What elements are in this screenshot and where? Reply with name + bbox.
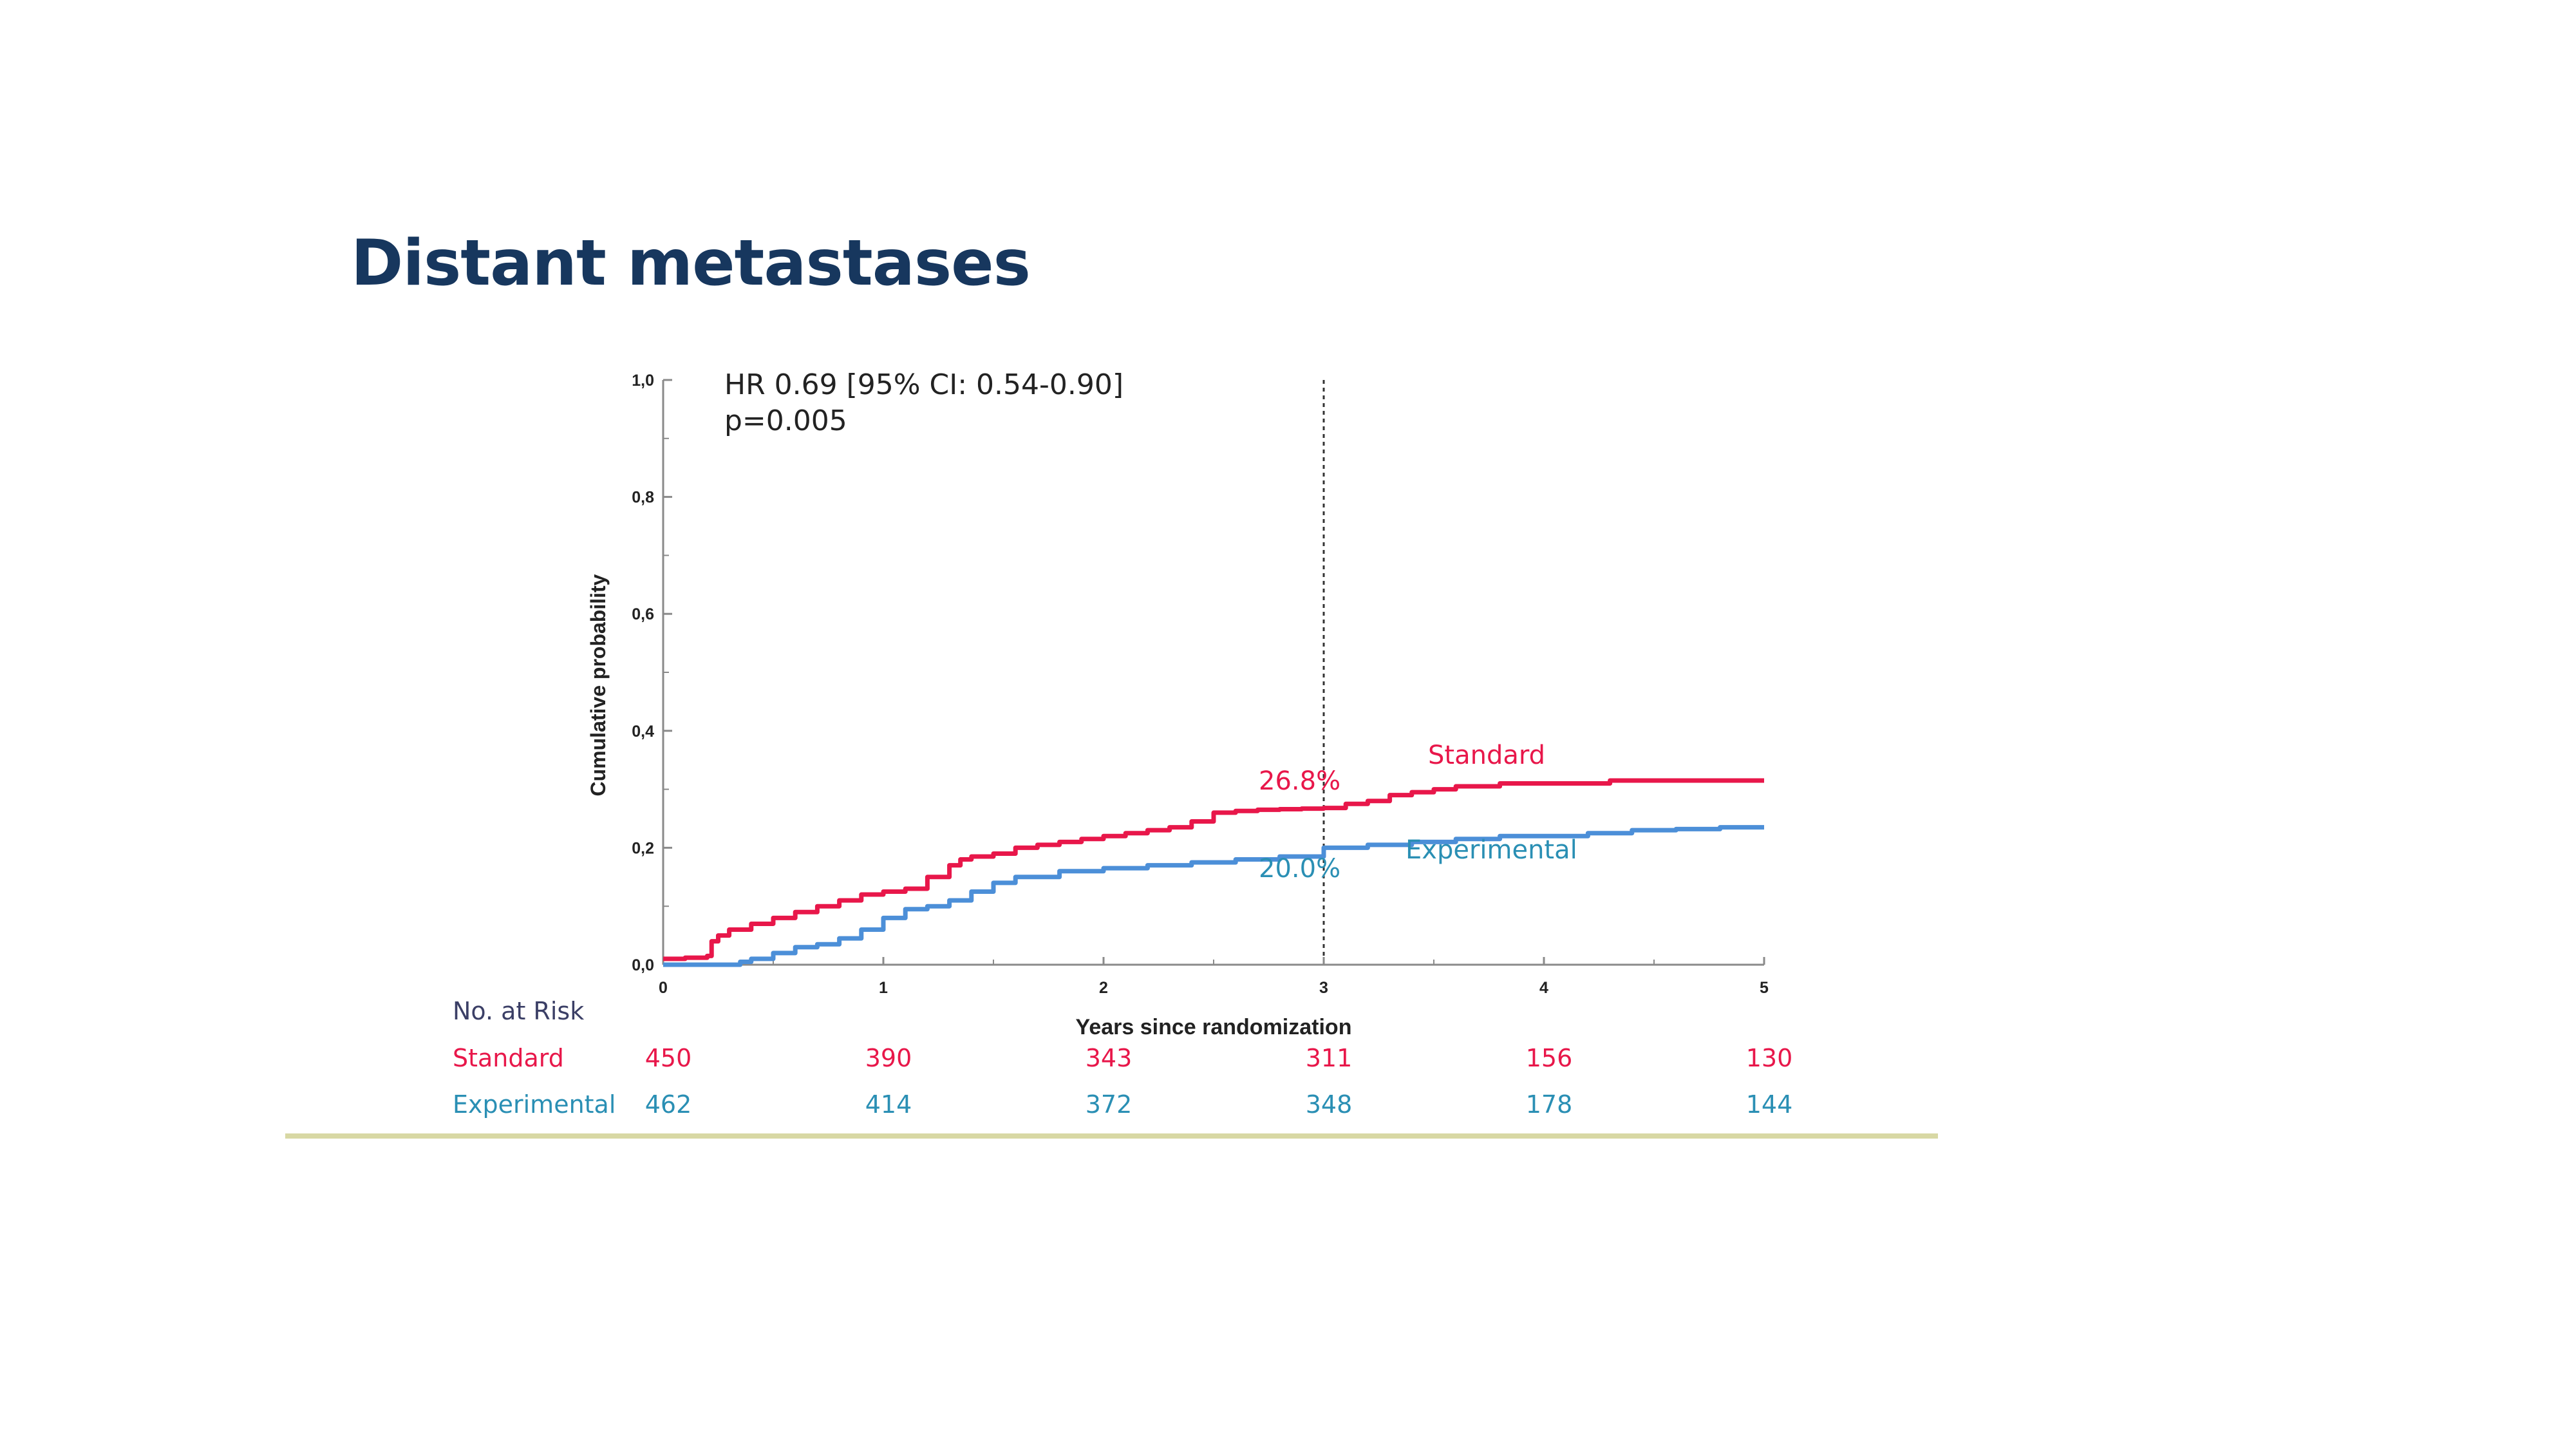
x-ticks: 0 1 2 3 4 5 <box>659 957 1769 997</box>
risk-cell: 372 <box>1086 1090 1133 1119</box>
x-tick-label: 4 <box>1539 979 1548 997</box>
x-tick-label: 5 <box>1760 979 1769 997</box>
axes <box>662 380 1764 966</box>
series-line-experimental <box>663 825 1764 967</box>
series-pct-3y-standard: 26.8% <box>1259 766 1340 796</box>
y-tick-label: 0,0 <box>632 956 654 974</box>
risk-cell: 144 <box>1746 1090 1793 1119</box>
risk-cell: 130 <box>1746 1044 1793 1072</box>
y-axis-title: Cumulative probability <box>587 574 610 796</box>
risk-cell: 178 <box>1526 1090 1573 1119</box>
series-line-standard <box>663 778 1764 961</box>
x-tick-label: 0 <box>659 979 668 997</box>
y-ticks: 0,0 0,2 0,4 0,6 0,8 1,0 <box>632 372 672 974</box>
series-lines <box>663 778 1764 967</box>
risk-row-label: Experimental <box>453 1090 616 1119</box>
hazard-ratio-annotation: HR 0.69 [95% CI: 0.54-0.90] <box>724 368 1123 401</box>
x-tick-label: 3 <box>1319 979 1328 997</box>
series-label-experimental: Experimental <box>1406 835 1577 865</box>
risk-table: No. at Risk Standard 450 390 343 311 156 130 Ex… <box>453 997 1792 1119</box>
risk-row-label: Standard <box>453 1044 564 1072</box>
y-tick-label: 0,6 <box>632 605 654 623</box>
p-value-annotation: p=0.005 <box>724 404 847 437</box>
y-tick-label: 0,8 <box>632 489 654 507</box>
risk-table-heading: No. at Risk <box>453 997 584 1025</box>
risk-cell: 450 <box>645 1044 692 1072</box>
x-axis-title: Years since randomization <box>1076 1015 1352 1039</box>
risk-cell: 414 <box>865 1090 912 1119</box>
x-tick-label: 1 <box>879 979 888 997</box>
risk-cell: 343 <box>1086 1044 1133 1072</box>
risk-cell: 390 <box>865 1044 912 1072</box>
footer-rule <box>285 1133 1938 1139</box>
y-tick-label: 0,4 <box>632 723 654 741</box>
risk-cell: 156 <box>1526 1044 1573 1072</box>
slide-title: Distant metastases <box>351 227 1031 300</box>
series-labels: Standard 26.8% Experimental 20.0% <box>1259 741 1577 884</box>
x-tick-label: 2 <box>1099 979 1108 997</box>
y-tick-label: 0,2 <box>632 839 654 857</box>
risk-cell: 348 <box>1306 1090 1353 1119</box>
y-tick-label: 1,0 <box>632 372 654 390</box>
series-pct-3y-experimental: 20.0% <box>1259 854 1340 884</box>
series-label-standard: Standard <box>1428 741 1545 770</box>
risk-cell: 311 <box>1306 1044 1353 1072</box>
risk-cell: 462 <box>645 1090 692 1119</box>
